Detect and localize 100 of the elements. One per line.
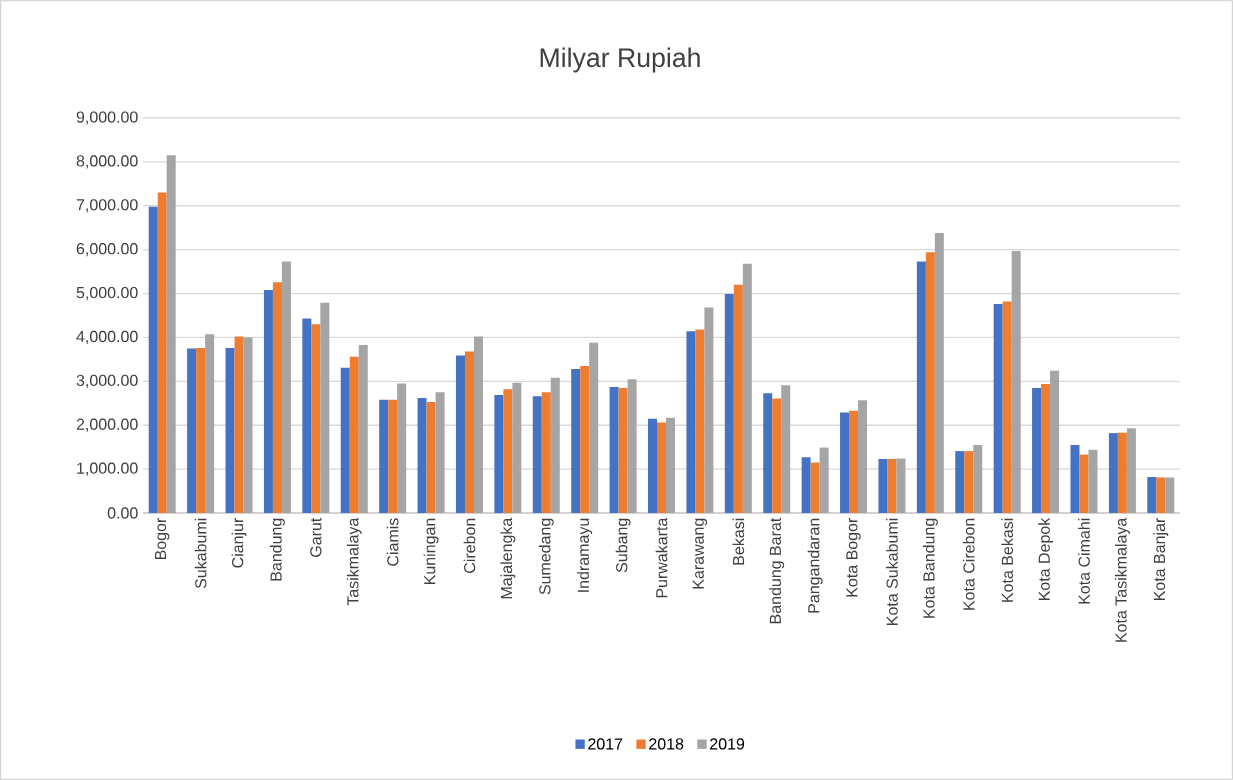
x-tick-label: Indramayu bbox=[577, 518, 593, 592]
y-tick-label: 2,000.00 bbox=[76, 418, 138, 432]
x-tick-label: Majalengka bbox=[500, 517, 516, 599]
x-tick-label: Kuningan bbox=[423, 518, 439, 584]
bar bbox=[1156, 477, 1166, 513]
x-tick-label: Bandung bbox=[269, 518, 285, 581]
x-tick-label: Sukabumi bbox=[194, 518, 207, 589]
bar bbox=[157, 192, 167, 513]
bar bbox=[358, 344, 368, 513]
y-tick-label: 1,000.00 bbox=[77, 462, 138, 476]
bar bbox=[1165, 477, 1175, 513]
x-tick-label: Kota Depok bbox=[1038, 517, 1054, 600]
x-tick-label: Kota Tasikmalaya bbox=[1114, 517, 1130, 642]
x-tick-label: Karawang bbox=[692, 518, 708, 589]
bar bbox=[494, 394, 504, 513]
bar bbox=[840, 412, 850, 513]
bar bbox=[263, 290, 273, 513]
bar bbox=[609, 387, 619, 513]
x-tick-label: Tasikmalaya bbox=[346, 517, 362, 606]
bar bbox=[993, 304, 1003, 513]
bar bbox=[196, 347, 206, 513]
y-tick-label: 6,000.00 bbox=[76, 243, 138, 257]
y-tick-label: 8,000.00 bbox=[76, 155, 138, 169]
x-tick-label: Bandung Barat bbox=[769, 517, 785, 624]
bar bbox=[810, 462, 820, 513]
bar bbox=[686, 331, 696, 513]
x-tick-label: Kota Cirebon bbox=[962, 518, 975, 610]
bar bbox=[435, 392, 445, 513]
bar bbox=[648, 418, 657, 513]
legend-label: 2018 bbox=[649, 738, 684, 750]
bar bbox=[349, 356, 359, 513]
bar bbox=[340, 367, 350, 513]
bar bbox=[772, 398, 782, 513]
bar bbox=[550, 377, 560, 513]
y-tick-label: 4,000.00 bbox=[76, 330, 138, 345]
bar bbox=[1070, 444, 1080, 513]
x-tick-label: Purwakarta bbox=[655, 517, 668, 598]
bar bbox=[417, 398, 427, 513]
bar bbox=[934, 232, 944, 513]
x-tick-label: Ciamis bbox=[386, 518, 399, 566]
bar bbox=[503, 389, 513, 513]
bar bbox=[148, 206, 158, 513]
bar bbox=[733, 284, 743, 513]
x-tick-label: Cianjur bbox=[231, 517, 247, 568]
bar bbox=[388, 399, 398, 513]
bar bbox=[627, 379, 637, 513]
x-tick-label: Kota Bandung bbox=[922, 518, 938, 618]
bar bbox=[187, 348, 197, 513]
x-tick-label: Garut bbox=[310, 517, 322, 557]
bar bbox=[1088, 449, 1098, 513]
bar bbox=[925, 252, 935, 513]
bar bbox=[473, 336, 483, 513]
x-tick-label: Sumedang bbox=[538, 518, 554, 595]
bar bbox=[1041, 383, 1051, 513]
bar bbox=[311, 324, 321, 513]
x-tick-label: Kota Sukabumi bbox=[886, 518, 898, 625]
bar bbox=[1126, 428, 1136, 513]
bar bbox=[379, 399, 389, 513]
x-tick-label: Pangandaran bbox=[807, 518, 823, 613]
x-tick-label: Cirebon bbox=[463, 518, 476, 573]
bar bbox=[302, 318, 312, 513]
bar bbox=[849, 410, 859, 513]
bar bbox=[225, 347, 235, 513]
bar bbox=[1032, 387, 1042, 513]
bar bbox=[281, 261, 291, 513]
bar bbox=[618, 387, 628, 513]
x-tick-label: Subang bbox=[615, 518, 631, 573]
bar bbox=[1117, 432, 1127, 513]
y-tick-label: 0.00 bbox=[107, 507, 138, 519]
bar bbox=[320, 302, 330, 513]
bar bbox=[724, 293, 734, 513]
bar bbox=[1108, 433, 1118, 513]
bar bbox=[397, 383, 407, 513]
bar bbox=[1002, 301, 1012, 513]
bar bbox=[464, 351, 474, 513]
bar bbox=[1011, 250, 1021, 513]
bar bbox=[657, 422, 667, 513]
bar bbox=[964, 451, 974, 513]
bar bbox=[896, 458, 906, 513]
legend-label: 2019 bbox=[710, 738, 745, 750]
x-tick-label: Bekasi bbox=[732, 518, 745, 565]
bar bbox=[205, 334, 215, 513]
legend-label: 2017 bbox=[588, 738, 623, 750]
bar bbox=[763, 393, 773, 513]
y-tick-label: 5,000.00 bbox=[76, 286, 138, 301]
bar bbox=[666, 417, 675, 513]
y-tick-label: 9,000.00 bbox=[76, 111, 138, 125]
bar bbox=[455, 355, 465, 513]
bar bbox=[955, 451, 965, 513]
chart-title: Milyar Rupiah bbox=[540, 47, 700, 73]
bar bbox=[695, 329, 705, 513]
bar bbox=[704, 307, 714, 513]
bar bbox=[1079, 454, 1089, 513]
bar bbox=[234, 336, 244, 513]
x-tick-label: Kota Bogor bbox=[846, 517, 861, 597]
bar bbox=[589, 342, 599, 513]
bar bbox=[580, 365, 590, 513]
y-tick-label: 7,000.00 bbox=[76, 199, 138, 213]
bar bbox=[426, 401, 436, 513]
bar bbox=[512, 382, 522, 513]
